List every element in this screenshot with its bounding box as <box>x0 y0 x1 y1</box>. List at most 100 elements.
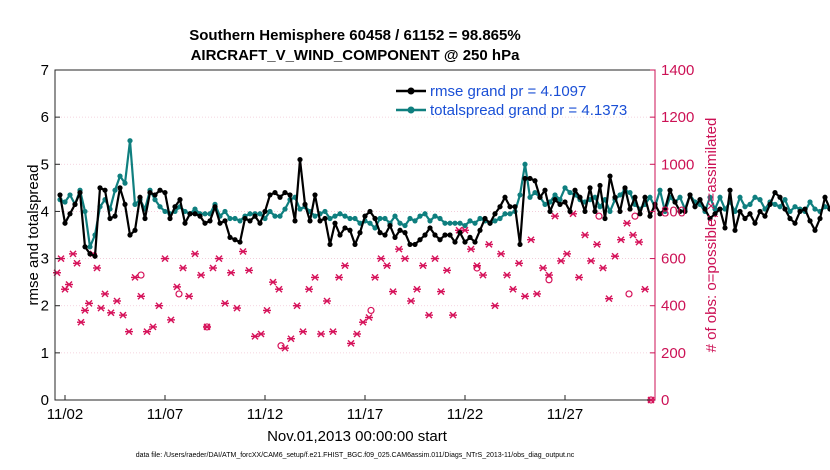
obs-assimilated-marker <box>161 255 169 263</box>
rmse-point <box>627 206 633 212</box>
rmse-point <box>677 208 683 215</box>
rmse-point <box>192 211 198 217</box>
data-file-footnote: data file: /Users/raeder/DAI/ATM_forcXX/… <box>136 452 575 459</box>
x-axis: 11/02 11/07 11/12 11/17 11/22 11/27 <box>47 395 583 423</box>
y-tick-label: 3 <box>41 251 49 268</box>
rmse-point <box>352 241 358 248</box>
obs-assimilated-marker <box>557 257 565 265</box>
totalspread-point <box>382 215 388 222</box>
obs-assimilated-marker <box>485 240 493 248</box>
obs-assimilated-marker <box>605 295 613 303</box>
rmse-point <box>397 227 403 233</box>
totalspread-point <box>322 208 328 215</box>
totalspread-point <box>592 194 598 200</box>
y-tick-label: 6 <box>41 109 49 126</box>
totalspread-point <box>462 222 468 229</box>
rmse-point <box>582 208 588 215</box>
rmse-point <box>702 206 708 212</box>
rmse-point <box>542 187 548 193</box>
rmse-point <box>662 206 668 212</box>
obs-assimilated-marker <box>545 271 553 279</box>
y-tick-label: 0 <box>41 392 49 409</box>
rmse-point <box>817 215 823 222</box>
rmse-point <box>802 206 808 212</box>
totalspread-point <box>787 208 793 215</box>
rmse-point <box>807 218 813 224</box>
totalspread-point <box>227 215 233 222</box>
rmse-point <box>507 204 513 210</box>
obs-assimilated-marker <box>419 262 427 270</box>
rmse-point <box>317 218 323 224</box>
rmse-line <box>58 158 830 258</box>
rmse-point <box>587 185 593 191</box>
obs-assimilated-marker <box>263 306 271 314</box>
x-tick-label: 11/17 <box>347 406 383 423</box>
totalspread-point <box>627 189 633 196</box>
x-tick-label: 11/22 <box>447 406 483 423</box>
obs-assimilated-marker <box>407 297 415 305</box>
rmse-point <box>767 201 773 207</box>
totalspread-point <box>367 220 373 226</box>
totalspread-point <box>62 199 68 205</box>
rmse-point <box>392 234 398 240</box>
totalspread-point <box>222 208 228 215</box>
rmse-point <box>337 232 343 238</box>
rmse-point <box>122 201 128 207</box>
totalspread-point <box>782 197 788 203</box>
x-tick-label: 11/07 <box>147 406 183 423</box>
obs-assimilated-marker <box>437 288 445 296</box>
obs-assimilated-marker <box>81 306 89 314</box>
rmse-point <box>402 230 408 236</box>
obs-assimilated-marker <box>353 330 361 338</box>
rmse-point <box>407 241 413 248</box>
rmse-point <box>142 215 148 222</box>
rmse-point <box>137 194 143 200</box>
obs-assimilated-marker <box>149 323 157 331</box>
obs-assimilated-marker <box>533 290 541 298</box>
rmse-point <box>367 208 373 215</box>
rmse-point <box>242 215 248 222</box>
rmse-point <box>152 192 158 198</box>
rmse-point <box>112 213 118 219</box>
totalspread-point <box>477 215 483 222</box>
rmse-point <box>422 232 428 238</box>
obs-assimilated-marker <box>623 219 631 227</box>
obs-assimilated-marker <box>143 328 151 336</box>
totalspread-point <box>502 211 508 217</box>
rmse-point <box>467 234 473 240</box>
rmse-point <box>617 208 623 215</box>
obs-assimilated-marker <box>209 264 217 272</box>
totalspread-point <box>332 213 338 219</box>
obs-assimilated-marker <box>527 236 535 244</box>
obs-assimilated-marker <box>119 311 127 319</box>
rmse-point <box>442 232 448 238</box>
obs-assimilated-marker <box>305 285 313 293</box>
x-axis-label: Nov.01,2013 00:00:00 start <box>267 428 448 445</box>
rmse-point <box>782 206 788 212</box>
totalspread-point <box>747 201 753 207</box>
rmse-point <box>772 189 778 196</box>
totalspread-point <box>152 197 158 203</box>
totalspread-point <box>712 206 718 212</box>
rmse-point <box>717 206 723 212</box>
rmse-point <box>527 175 533 182</box>
rmse-point <box>272 189 278 196</box>
rmse-point <box>62 220 68 226</box>
rmse-point <box>537 194 543 200</box>
rmse-point <box>812 227 818 233</box>
obs-assimilated-marker <box>197 271 205 279</box>
rmse-point <box>727 187 733 193</box>
totalspread-point <box>272 213 278 219</box>
totalspread-point <box>457 220 463 226</box>
rmse-point <box>722 225 728 231</box>
obs-assimilated-marker <box>509 285 517 293</box>
obs-assimilated-marker <box>97 304 105 312</box>
totalspread-point <box>657 187 663 193</box>
y2-tick-label: 1200 <box>661 109 694 126</box>
obs-assimilated-marker <box>395 245 403 253</box>
obs-assimilated-marker <box>281 344 289 352</box>
legend: rmse grand pr = 4.1097 totalspread grand… <box>396 83 627 119</box>
rmse-point <box>222 218 228 224</box>
obs-assimilated-marker <box>125 328 133 336</box>
obs-assimilated-marker <box>317 330 325 338</box>
